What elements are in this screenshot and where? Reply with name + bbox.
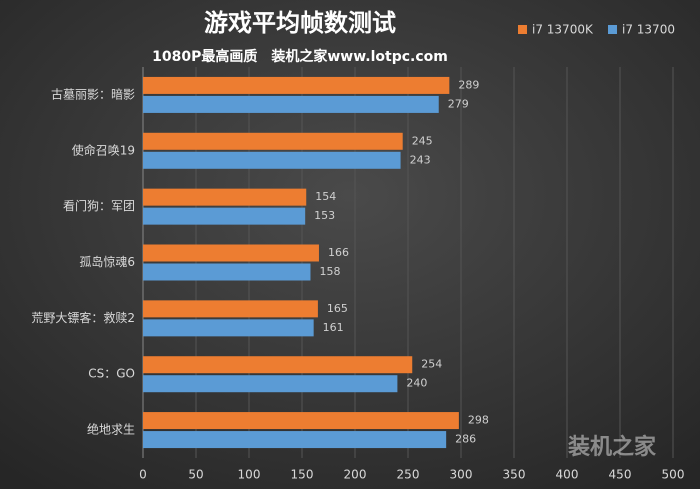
bar [143,300,318,318]
y-tick-label: 荒野大镖客：救赎2 [31,310,135,325]
plot: 0 50 100 150 200 250 300 350 400 450 500 古墓丽影：暗影 289… [31,67,684,482]
x-tick-label: 400 [556,468,579,482]
bar [143,375,398,393]
watermark: 装机之家 [568,434,657,460]
y-tick-label: CS：GO [88,367,135,381]
y-tick-label: 古墓丽影：暗影 [51,86,135,101]
value-label: 289 [458,78,479,91]
bar [143,356,413,374]
bar [143,244,319,262]
bar [143,151,401,169]
chart-subtitle: 1080P最高画质 装机之家www.lotpc.com [152,48,448,65]
x-tick-label: 250 [397,468,420,482]
x-tick-label: 0 [139,468,147,482]
value-label: 153 [314,209,335,222]
x-tick-label: 450 [609,468,632,482]
x-tick-label: 350 [503,468,526,482]
value-label: 245 [412,134,433,147]
legend-swatch [608,25,617,34]
x-tick-label: 300 [450,468,473,482]
bar [143,207,306,225]
x-tick-label: 50 [188,468,203,482]
bar [143,263,311,281]
value-label: 254 [421,358,442,371]
legend-label: i7 13700 [622,23,675,37]
value-label: 161 [323,321,344,334]
value-label: 279 [448,97,469,110]
value-label: 165 [327,302,348,315]
value-label: 154 [315,190,336,203]
bar [143,412,459,430]
legend-swatch [518,25,527,34]
y-tick-label: 看门狗：军团 [63,198,135,213]
bar [143,132,403,150]
y-tick-label: 孤岛惊魂6 [79,254,135,269]
bar [143,95,439,113]
x-tick-label: 100 [238,468,261,482]
bar [143,188,307,206]
y-tick-label: 使命召唤19 [72,142,135,157]
chart-title: 游戏平均帧数测试 [204,9,396,37]
bar [143,76,450,94]
x-tick-label: 500 [662,468,685,482]
value-label: 286 [455,433,476,446]
value-label: 298 [468,414,489,427]
value-label: 158 [319,265,340,278]
value-label: 166 [328,246,349,259]
legend-label: i7 13700K [532,23,594,37]
x-tick-label: 150 [291,468,314,482]
value-label: 240 [406,377,427,390]
y-tick-label: 绝地求生 [87,422,135,437]
value-label: 243 [410,153,431,166]
bar [143,319,314,337]
bar [143,431,447,449]
x-tick-label: 200 [344,468,367,482]
